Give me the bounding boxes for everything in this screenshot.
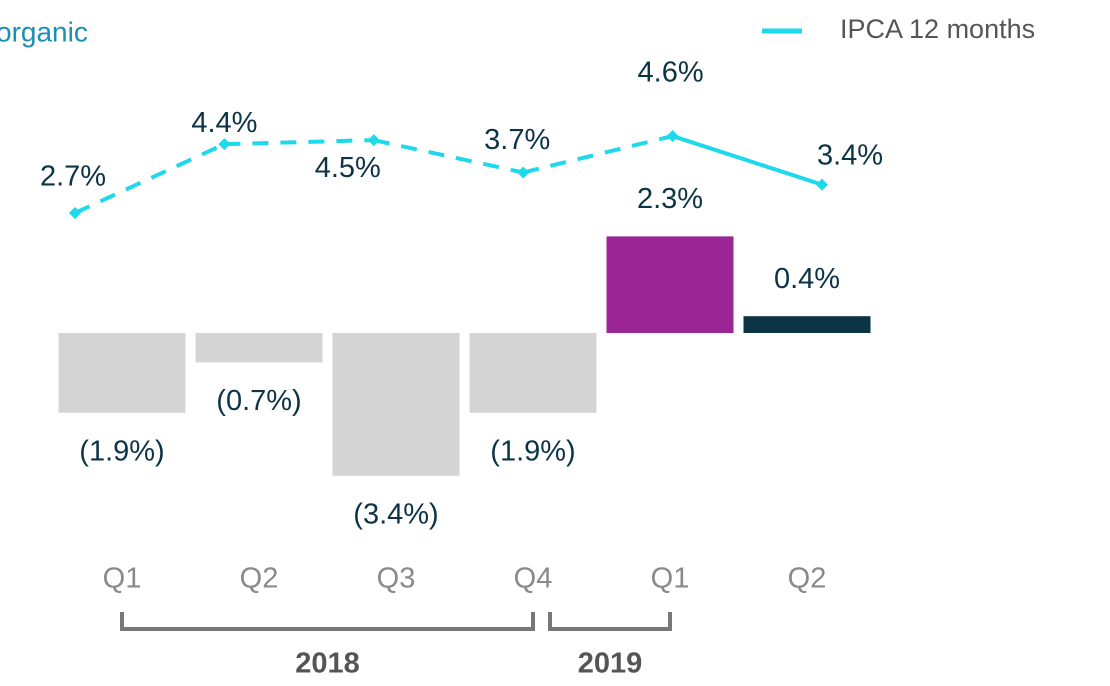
x-tick-label: Q2 bbox=[788, 563, 827, 595]
data-label: (1.9%) bbox=[79, 435, 164, 467]
line-segment bbox=[224, 138, 374, 147]
legend-label: IPCA 12 months bbox=[840, 14, 1035, 44]
line-marker bbox=[367, 134, 380, 147]
line-marker bbox=[517, 166, 530, 179]
data-label: 2.7% bbox=[40, 161, 106, 193]
data-label: (0.7%) bbox=[216, 385, 301, 417]
data-label: 3.4% bbox=[817, 139, 883, 171]
bar bbox=[606, 236, 734, 333]
line-marker bbox=[69, 207, 81, 219]
bar bbox=[743, 316, 871, 333]
bar bbox=[469, 333, 597, 413]
data-label: (3.4%) bbox=[353, 498, 438, 530]
bar bbox=[195, 333, 323, 363]
line-marker bbox=[218, 138, 231, 151]
group-label: 2018 bbox=[295, 648, 360, 680]
group-label: 2019 bbox=[578, 648, 643, 680]
x-tick-label: Q2 bbox=[240, 563, 279, 595]
data-label: 2.3% bbox=[637, 183, 703, 215]
data-label: 4.5% bbox=[315, 152, 381, 184]
data-label: 0.4% bbox=[774, 263, 840, 295]
x-tick-label: Q3 bbox=[377, 563, 416, 595]
line-marker bbox=[816, 178, 828, 191]
group-bracket bbox=[120, 612, 535, 631]
line-segment bbox=[373, 138, 524, 175]
line-segment bbox=[671, 134, 823, 187]
bar bbox=[332, 333, 460, 476]
bar bbox=[58, 333, 186, 413]
data-label: 4.4% bbox=[191, 107, 257, 139]
chart-title: organic bbox=[0, 16, 88, 47]
line-marker bbox=[666, 130, 679, 143]
data-label: 4.6% bbox=[638, 57, 704, 89]
x-tick-label: Q1 bbox=[103, 563, 142, 595]
data-label: (1.9%) bbox=[490, 435, 575, 467]
group-bracket bbox=[548, 612, 672, 631]
data-label: 3.7% bbox=[484, 124, 550, 156]
x-tick-label: Q4 bbox=[514, 563, 553, 595]
x-tick-label: Q1 bbox=[651, 563, 690, 595]
